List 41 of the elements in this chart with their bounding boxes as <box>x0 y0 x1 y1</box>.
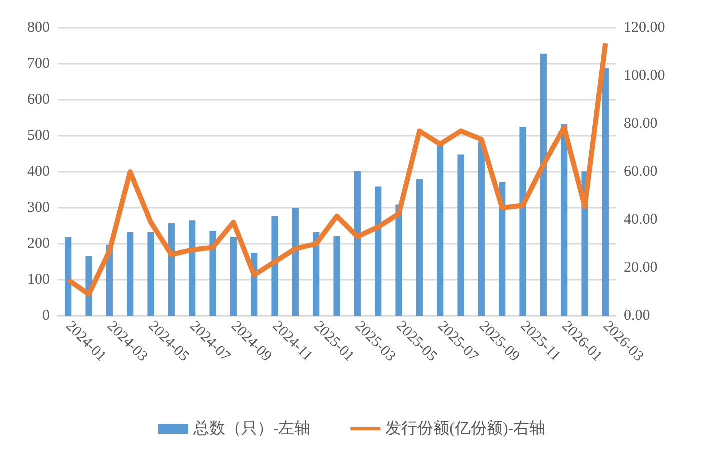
bar <box>416 180 423 316</box>
y2-tick-label: 60.00 <box>624 164 658 180</box>
y-tick-label: 700 <box>28 56 50 72</box>
bar <box>561 124 568 316</box>
legend-label: 发行份额(亿份额)-右轴 <box>386 420 546 438</box>
y2-tick-label: 100.00 <box>624 68 666 84</box>
y-tick-label: 800 <box>28 20 50 36</box>
y-tick-label: 100 <box>28 272 50 288</box>
bar <box>478 142 485 316</box>
y-tick-label: 600 <box>28 92 50 108</box>
bar <box>499 182 506 316</box>
bar <box>127 232 134 316</box>
bar <box>375 186 382 316</box>
bar <box>65 238 72 316</box>
y2-tick-label: 40.00 <box>624 212 658 228</box>
bar <box>396 204 402 316</box>
bar <box>272 216 278 316</box>
bar <box>189 220 196 316</box>
bar <box>230 238 237 316</box>
bar <box>602 68 609 316</box>
bar <box>437 144 444 316</box>
legend-label: 总数（只）-左轴 <box>192 420 311 438</box>
bar <box>334 236 340 316</box>
y2-tick-label: 80.00 <box>624 116 658 132</box>
bar <box>354 171 361 316</box>
y-tick-label: 200 <box>28 236 50 252</box>
bar <box>458 154 464 316</box>
y-tick-label: 400 <box>28 164 50 180</box>
bar <box>168 223 175 316</box>
y-tick-label: 300 <box>28 200 50 216</box>
y-tick-label: 0 <box>42 308 50 324</box>
bar <box>292 208 299 316</box>
bar <box>540 54 547 316</box>
y-tick-label: 500 <box>28 128 50 144</box>
y2-tick-label: 20.00 <box>624 260 658 276</box>
y2-tick-label: 0.00 <box>624 308 650 324</box>
bar <box>148 232 154 316</box>
y2-tick-label: 120.00 <box>624 20 666 36</box>
bar <box>313 232 320 316</box>
bar <box>210 231 216 316</box>
bar <box>520 127 526 316</box>
